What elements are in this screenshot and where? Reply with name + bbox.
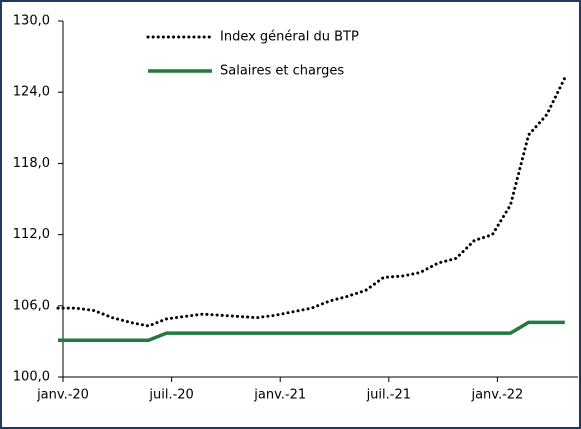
x-tick-label: janv.-21 (253, 388, 306, 403)
x-tick-label: janv.-20 (36, 388, 89, 403)
series-line (56, 76, 567, 328)
y-tick-label: 106,0 (13, 298, 50, 313)
x-tick-label: juil.-21 (366, 388, 411, 403)
x-tick-label: juil.-20 (148, 388, 193, 403)
legend-label: Salaires et charges (220, 64, 344, 79)
y-tick-label: 100,0 (13, 370, 50, 385)
y-tick-label: 118,0 (13, 156, 50, 171)
y-tick-label: 130,0 (13, 14, 50, 29)
y-tick-label: 112,0 (13, 227, 50, 242)
y-tick-label: 124,0 (13, 85, 50, 100)
legend-label: Index général du BTP (220, 30, 359, 45)
x-tick-label: janv.-22 (470, 388, 523, 403)
series-line (58, 320, 565, 342)
